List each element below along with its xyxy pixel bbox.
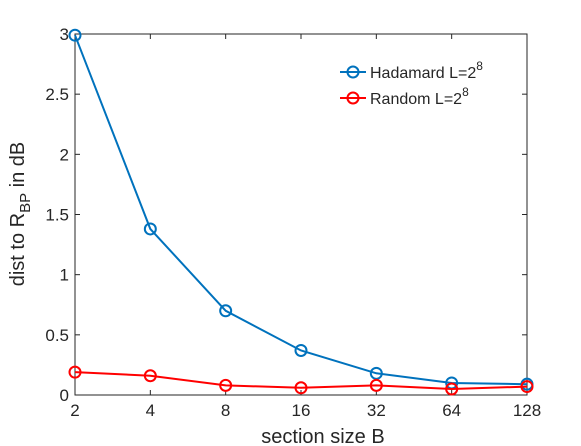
y-tick-label: 0 — [60, 386, 69, 405]
x-axis-ticks: 2 4 8 16 32 64 128 — [70, 34, 541, 420]
legend: Hadamard L=28 Random L=28 — [340, 59, 483, 108]
legend-entry-random: Random L=28 — [340, 85, 469, 108]
legend-label-random-text: Random L=2 — [370, 91, 462, 108]
data-point — [520, 380, 534, 394]
legend-label-hadamard: Hadamard L=28 — [370, 59, 483, 82]
data-point — [219, 378, 233, 392]
legend-label-random: Random L=28 — [370, 85, 469, 108]
x-tick-label: 2 — [70, 401, 79, 420]
data-point — [369, 366, 383, 380]
legend-label-random-superscript: 8 — [462, 85, 469, 99]
x-tick-label: 8 — [221, 401, 230, 420]
legend-label-hadamard-text: Hadamard L=2 — [370, 65, 476, 82]
data-point — [294, 343, 308, 357]
data-point — [143, 369, 157, 383]
y-axis-label-subscript: BP — [17, 193, 34, 213]
data-point — [445, 382, 459, 396]
series-1 — [68, 365, 534, 396]
legend-label-hadamard-superscript: 8 — [476, 59, 483, 73]
y-tick-label: 2.5 — [45, 85, 69, 104]
series-layer — [68, 28, 534, 396]
legend-marker-hadamard — [346, 65, 360, 79]
data-point — [68, 28, 82, 42]
x-tick-label: 128 — [513, 401, 541, 420]
y-axis-ticks: 0 0.5 1 1.5 2 2.5 3 — [45, 25, 527, 405]
plot-area — [74, 33, 528, 396]
y-tick-label: 3 — [60, 25, 69, 44]
y-axis-label-prefix: dist to R — [7, 213, 29, 286]
y-tick-label: 1.5 — [45, 206, 69, 225]
y-tick-label: 2 — [60, 145, 69, 164]
x-tick-label: 64 — [442, 401, 461, 420]
y-tick-label: 1 — [60, 266, 69, 285]
x-tick-label: 16 — [292, 401, 311, 420]
data-point — [369, 378, 383, 392]
data-point — [294, 381, 308, 395]
data-point — [219, 304, 233, 318]
y-axis-label-suffix: in dB — [7, 142, 29, 193]
x-tick-label: 32 — [367, 401, 386, 420]
data-point — [143, 222, 157, 236]
y-tick-label: 0.5 — [45, 326, 69, 345]
series-line — [74, 371, 528, 391]
legend-entry-hadamard: Hadamard L=28 — [340, 59, 483, 82]
x-tick-label: 4 — [146, 401, 155, 420]
x-axis-label: section size B — [261, 426, 384, 446]
legend-marker-random — [346, 91, 360, 105]
data-point — [68, 365, 82, 379]
y-axis-label: dist to RBP in dB — [7, 142, 34, 287]
axes-frame — [74, 33, 528, 396]
